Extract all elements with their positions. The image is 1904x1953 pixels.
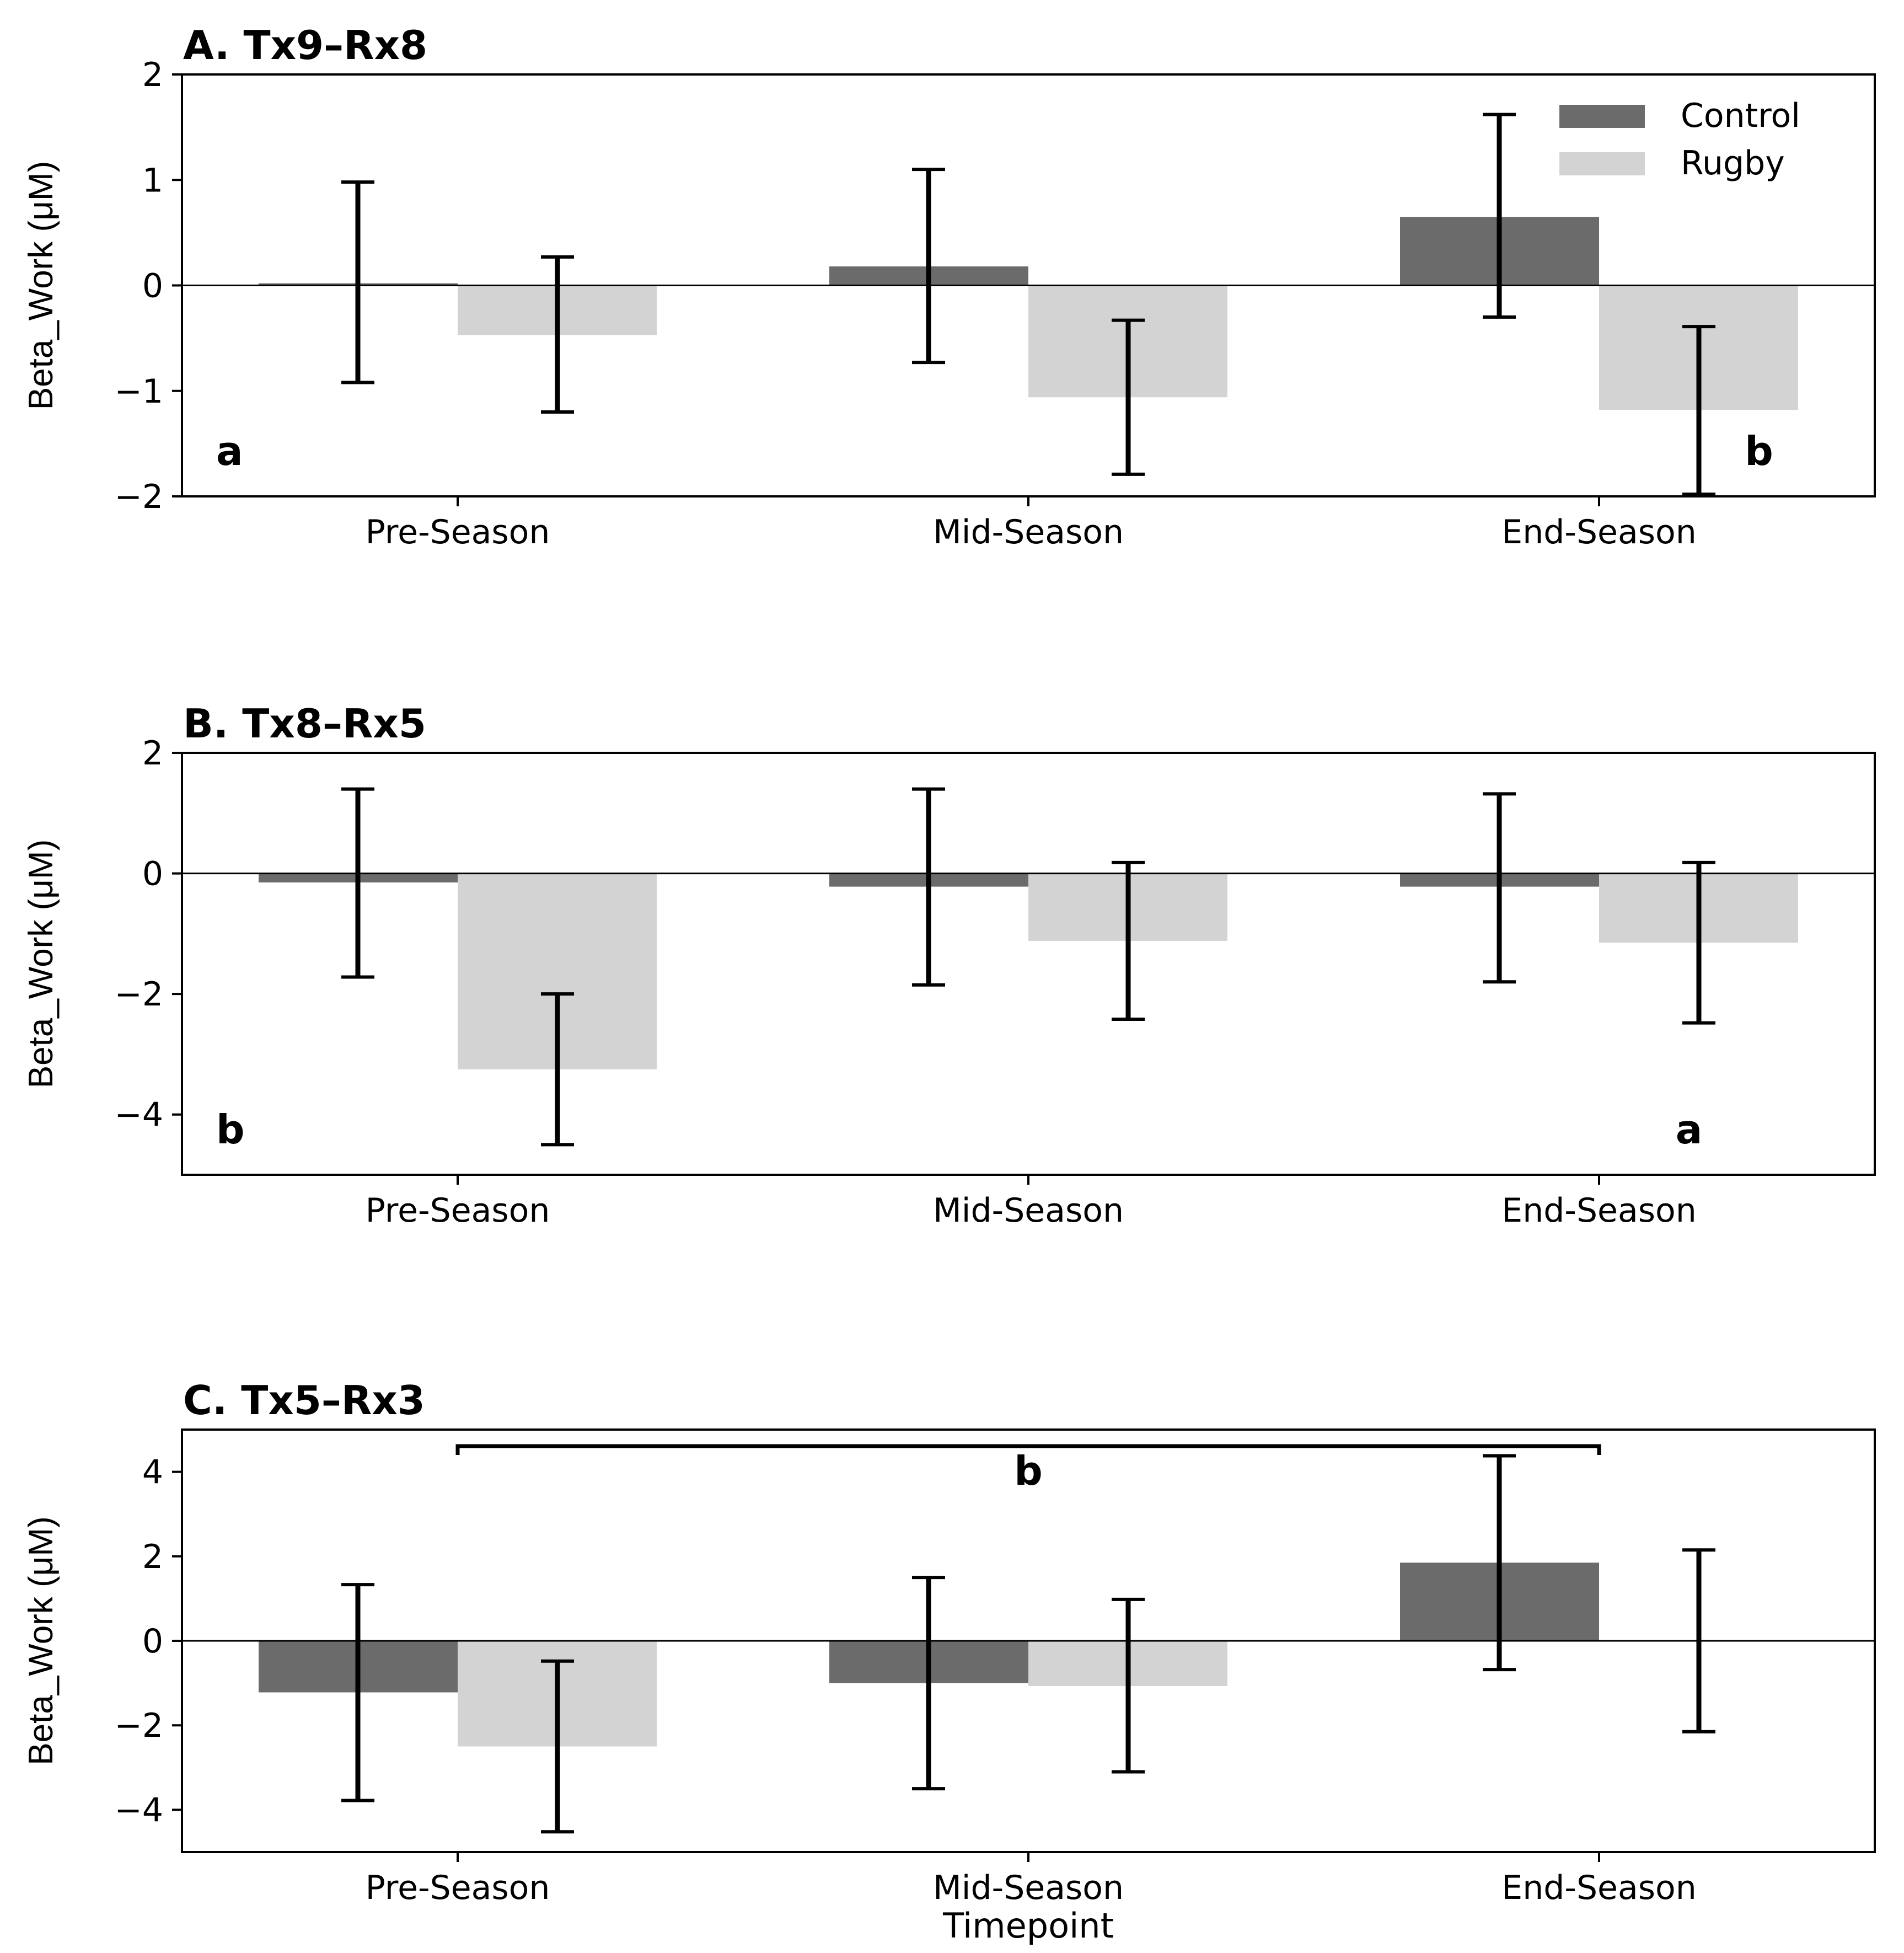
panel-3: C. Tx5–Rx3 Beta_Work (μM) 4 2 0 −2 −4 Pre-Seaso… xyxy=(22,1377,1876,1946)
error-bar-control-pre-season xyxy=(341,1583,374,1802)
y-tick-label: 4 xyxy=(142,1453,163,1492)
error-bar-rugby-end-season xyxy=(1682,1548,1715,1733)
legend-swatch-control xyxy=(1559,105,1645,128)
panel-2: B. Tx8–Rx5 Beta_Work (μM) 2 0 −2 −4 Pre-Season… xyxy=(22,700,1876,1230)
x-tick-label-mid-season: Mid-Season xyxy=(933,513,1124,552)
y-tick-label: 2 xyxy=(142,734,163,773)
x-tick-label-end-season: End-Season xyxy=(1501,1869,1696,1907)
x-tick-label-pre-season: Pre-Season xyxy=(366,1191,550,1230)
y-tick-label: −4 xyxy=(115,1096,163,1135)
error-bar-control-end-season xyxy=(1483,792,1516,984)
y-tick-label: −1 xyxy=(115,372,163,411)
x-tick-label-mid-season: Mid-Season xyxy=(933,1869,1124,1907)
y-tick-label: 0 xyxy=(142,855,163,893)
legend-swatch-rugby xyxy=(1559,152,1645,175)
error-bar-rugby-end-season xyxy=(1682,325,1715,496)
error-bar-control-mid-season xyxy=(912,168,945,365)
error-bar-rugby-mid-season xyxy=(1112,1597,1145,1774)
error-bar-control-end-season xyxy=(1483,1454,1516,1672)
legend-label-control: Control xyxy=(1681,97,1800,135)
error-bar-rugby-pre-season xyxy=(541,992,574,1147)
panel-title: B. Tx8–Rx5 xyxy=(183,700,426,747)
significance-letter: b xyxy=(216,1106,245,1153)
error-bar-control-mid-season xyxy=(912,787,945,987)
error-bar-rugby-mid-season xyxy=(1112,860,1145,1021)
panel-title: A. Tx9–Rx8 xyxy=(183,22,427,68)
error-bar-rugby-mid-season xyxy=(1112,318,1145,476)
y-axis-label: Beta_Work (μM) xyxy=(22,1516,60,1765)
y-tick-label: 0 xyxy=(142,267,163,306)
error-bar-rugby-pre-season xyxy=(541,1659,574,1834)
y-axis-label: Beta_Work (μM) xyxy=(22,839,60,1088)
legend-label-rugby: Rugby xyxy=(1681,144,1785,183)
y-tick-label: −2 xyxy=(115,1706,163,1745)
panel-title: C. Tx5–Rx3 xyxy=(183,1377,425,1424)
x-axis-label: Timepoint xyxy=(942,1906,1114,1946)
y-tick-label: −2 xyxy=(115,478,163,516)
y-tick-label: 0 xyxy=(142,1622,163,1661)
error-bar-control-pre-season xyxy=(341,180,374,384)
significance-letter: b xyxy=(1745,428,1773,474)
y-tick-label: −2 xyxy=(115,975,163,1014)
error-bar-control-pre-season xyxy=(341,787,374,979)
error-bar-control-end-season xyxy=(1483,113,1516,319)
y-axis-label: Beta_Work (μM) xyxy=(22,161,60,410)
error-bar-control-mid-season xyxy=(912,1576,945,1791)
significance-bracket: b xyxy=(455,1444,1601,1494)
y-tick-label: −4 xyxy=(115,1791,163,1829)
error-bar-rugby-pre-season xyxy=(541,255,574,414)
significance-letter: a xyxy=(1676,1106,1703,1153)
legend: Control Rugby xyxy=(1559,97,1800,183)
y-tick-label: 2 xyxy=(142,1538,163,1576)
x-tick-label-mid-season: Mid-Season xyxy=(933,1191,1124,1230)
axes-frame xyxy=(181,752,1876,1176)
x-tick-label-pre-season: Pre-Season xyxy=(366,1869,550,1907)
x-tick-label-pre-season: Pre-Season xyxy=(366,513,550,552)
y-tick-label: 2 xyxy=(142,56,163,94)
panel-1: A. Tx9–Rx8 Beta_Work (μM) 2 1 0 −1 −2 Pre-Seaso… xyxy=(22,22,1876,552)
error-bar-rugby-end-season xyxy=(1682,860,1715,1025)
x-tick-label-end-season: End-Season xyxy=(1501,1191,1696,1230)
y-tick-label: 1 xyxy=(142,161,163,200)
x-tick-label-end-season: End-Season xyxy=(1501,513,1696,552)
significance-letter: a xyxy=(216,428,243,474)
significance-letter: b xyxy=(1014,1448,1043,1494)
